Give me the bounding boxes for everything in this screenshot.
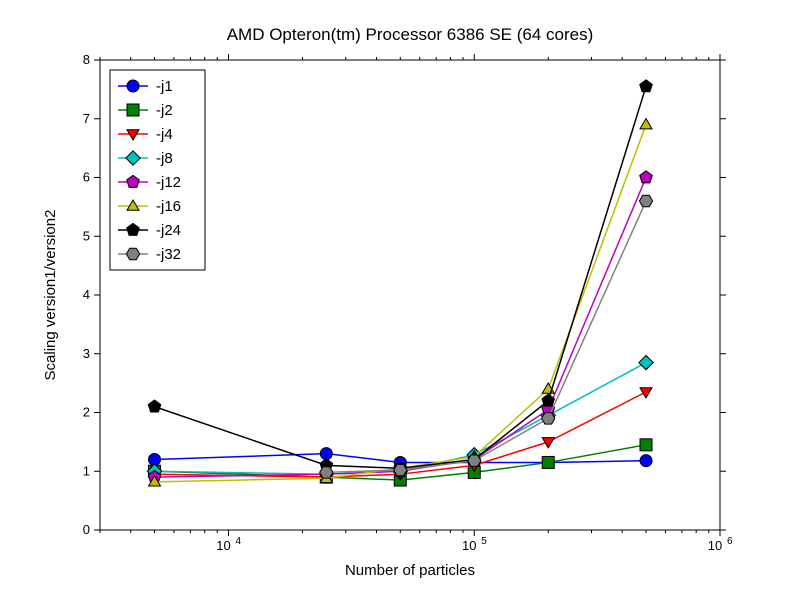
svg-text:5: 5 xyxy=(83,228,90,243)
svg-text:Number of particles: Number of particles xyxy=(345,562,475,579)
svg-text:5: 5 xyxy=(481,536,487,547)
svg-text:4: 4 xyxy=(235,536,241,547)
scaling-chart: 0 1 2 3 4 5 6 7 8 10 4 10 5 10 6 Number of particles Sca… xyxy=(0,0,800,600)
svg-text:Scaling version1/version2: Scaling version1/version2 xyxy=(42,210,59,381)
svg-text:-j4: -j4 xyxy=(156,126,173,143)
svg-text:2: 2 xyxy=(83,405,90,420)
svg-text:4: 4 xyxy=(83,287,90,302)
svg-text:10: 10 xyxy=(462,538,476,553)
svg-text:-j2: -j2 xyxy=(156,102,173,119)
svg-text:3: 3 xyxy=(83,346,90,361)
svg-text:1: 1 xyxy=(83,463,90,478)
svg-text:7: 7 xyxy=(83,111,90,126)
svg-text:-j1: -j1 xyxy=(156,78,173,95)
chart-container: 0 1 2 3 4 5 6 7 8 10 4 10 5 10 6 Number of particles Sca… xyxy=(0,0,800,600)
svg-text:-j32: -j32 xyxy=(156,246,181,263)
svg-text:-j12: -j12 xyxy=(156,174,181,191)
svg-text:6: 6 xyxy=(727,536,733,547)
svg-text:0: 0 xyxy=(83,522,90,537)
svg-text:-j16: -j16 xyxy=(156,198,181,215)
svg-text:6: 6 xyxy=(83,170,90,185)
svg-text:AMD Opteron(tm) Processor 6386: AMD Opteron(tm) Processor 6386 SE (64 co… xyxy=(227,25,594,44)
svg-text:8: 8 xyxy=(83,52,90,67)
svg-text:-j8: -j8 xyxy=(156,150,173,167)
svg-text:10: 10 xyxy=(708,538,722,553)
svg-text:10: 10 xyxy=(216,538,230,553)
svg-text:-j24: -j24 xyxy=(156,222,181,239)
